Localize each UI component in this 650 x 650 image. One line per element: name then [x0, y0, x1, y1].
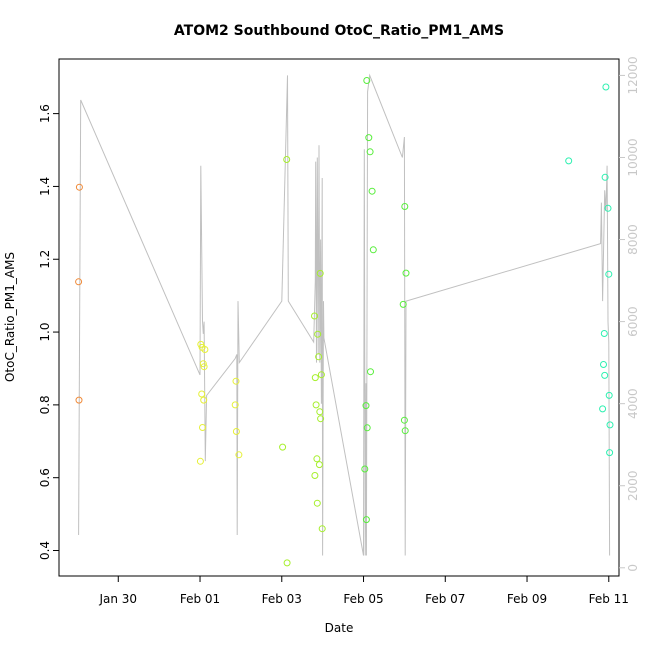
x-tick-label: Feb 07 — [425, 592, 465, 606]
data-point — [75, 183, 83, 191]
data-point — [600, 361, 607, 368]
data-point — [314, 330, 322, 338]
data-point — [311, 374, 319, 382]
right-axis-series — [78, 73, 611, 556]
y-tick-label: 1.6 — [38, 104, 52, 123]
data-point — [599, 405, 607, 413]
ratio-series — [75, 77, 614, 567]
data-point — [318, 525, 326, 533]
data-point — [399, 300, 407, 308]
x-tick-label: Feb 05 — [343, 592, 383, 606]
y-tick-label: 1.0 — [38, 323, 52, 342]
data-point — [368, 187, 376, 195]
data-point — [363, 77, 371, 84]
data-point — [316, 269, 324, 277]
y-tick-label: 1.2 — [38, 250, 52, 269]
data-point — [606, 449, 614, 457]
x-tick-label: Feb 09 — [507, 592, 547, 606]
data-point — [279, 443, 287, 451]
data-point — [362, 516, 370, 524]
data-point — [317, 371, 325, 379]
data-point — [231, 401, 239, 409]
y-axis-right: 0 2000 4000 6000 8000 10000 12000 — [619, 56, 640, 572]
y-axis-label: OtoC_Ratio_PM1_AMS — [3, 252, 17, 382]
y-tick-label: 1.4 — [38, 177, 52, 196]
y2-tick-label: 2000 — [626, 470, 640, 501]
x-tick-label: Feb 11 — [589, 592, 629, 606]
data-point — [601, 371, 609, 379]
y2-tick-label: 10000 — [626, 138, 640, 176]
data-point — [363, 424, 371, 432]
data-point — [361, 465, 369, 473]
y2-tick-label: 12000 — [626, 56, 640, 94]
data-point — [283, 559, 291, 567]
y2-tick-label: 4000 — [626, 388, 640, 419]
data-point — [312, 401, 320, 409]
data-point — [313, 455, 321, 463]
data-point — [401, 203, 409, 210]
x-axis-label: Date — [325, 621, 354, 635]
plot-area — [58, 58, 620, 577]
data-point — [367, 368, 374, 376]
data-point — [604, 204, 612, 212]
x-axis: Jan 30 Feb 01 Feb 03 Feb 05 Feb 07 Feb 09 Feb … — [98, 576, 629, 606]
data-point — [311, 472, 319, 479]
data-point — [600, 330, 608, 337]
data-point — [199, 424, 206, 431]
data-point — [601, 173, 609, 181]
data-point — [315, 353, 323, 361]
data-point — [606, 421, 614, 429]
y2-tick-label: 8000 — [626, 224, 640, 255]
y-tick-label: 0.4 — [38, 541, 52, 560]
data-point — [232, 428, 240, 435]
data-point — [311, 312, 318, 320]
data-point — [365, 134, 373, 142]
x-tick-label: Feb 01 — [180, 592, 220, 606]
data-point — [315, 461, 323, 469]
data-point — [283, 156, 291, 163]
data-point — [232, 377, 240, 385]
data-point — [362, 402, 370, 410]
data-point — [316, 408, 324, 416]
data-point — [366, 148, 374, 156]
data-point — [196, 457, 204, 465]
data-point — [199, 360, 207, 368]
data-point — [198, 390, 206, 398]
x-tick-label: Jan 30 — [98, 592, 137, 606]
data-point — [602, 83, 610, 91]
data-point — [200, 363, 208, 371]
series-line — [78, 73, 611, 556]
y-tick-label: 0.6 — [38, 468, 52, 487]
data-point — [565, 157, 573, 165]
x-tick-label: Feb 03 — [262, 592, 302, 606]
data-point — [369, 246, 377, 254]
data-point — [200, 396, 208, 404]
data-point — [605, 391, 613, 399]
chart-title: ATOM2 Southbound OtoC_Ratio_PM1_AMS — [174, 23, 504, 39]
data-point — [401, 427, 409, 435]
data-point — [235, 451, 243, 459]
data-point — [317, 415, 325, 423]
data-point — [605, 270, 613, 278]
data-point — [400, 416, 408, 424]
y2-tick-label: 0 — [626, 564, 640, 572]
y-axis-left: 0.4 0.6 0.8 1.0 1.2 1.4 1.6 — [38, 104, 59, 560]
data-point — [75, 396, 83, 404]
data-point — [402, 269, 410, 277]
data-point — [201, 346, 209, 353]
data-point — [313, 499, 321, 507]
y2-tick-label: 6000 — [626, 306, 640, 337]
y-tick-label: 0.8 — [38, 395, 52, 414]
data-point — [75, 278, 83, 286]
